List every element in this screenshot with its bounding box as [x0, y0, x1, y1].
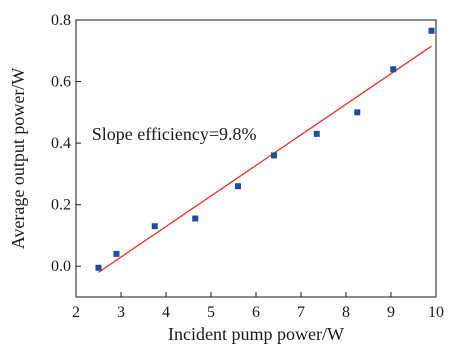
y-tick-label: 0.8: [51, 12, 71, 29]
data-point: [428, 27, 435, 34]
axes: 2 3 4 5 6 7 8 9 10 0.0 0.2 0.4 0.6 0.8: [51, 12, 444, 321]
marks: [95, 27, 435, 273]
x-tick-label: 4: [162, 304, 170, 321]
x-tick-label: 7: [297, 304, 305, 321]
x-tick-label: 10: [428, 304, 444, 321]
y-axis-title: Average output power/W: [8, 68, 28, 250]
data-point: [354, 109, 361, 116]
data-point: [192, 215, 199, 222]
data-point: [390, 66, 397, 73]
y-tick-label: 0.2: [51, 197, 71, 214]
x-tick-label: 3: [117, 304, 125, 321]
y-tick-label: 0.0: [51, 258, 71, 275]
annotation-slope-efficiency: Slope efficiency=9.8%: [92, 124, 257, 144]
fit-line: [98, 45, 432, 273]
plot-frame: [75, 19, 437, 298]
x-tick-label: 6: [252, 304, 260, 321]
y-tick-label: 0.4: [51, 135, 71, 152]
data-point: [235, 183, 241, 190]
data-point: [313, 130, 320, 137]
x-axis-title: Incident pump power/W: [168, 324, 344, 344]
x-tick-label: 5: [207, 304, 215, 321]
data-point: [271, 152, 277, 159]
data-point: [95, 264, 102, 271]
data-point: [151, 223, 158, 230]
data-point: [113, 250, 120, 257]
x-tick-label: 8: [342, 304, 350, 321]
y-tick-label: 0.6: [51, 74, 71, 91]
x-tick-label: 9: [387, 304, 395, 321]
x-tick-label: 2: [72, 304, 80, 321]
